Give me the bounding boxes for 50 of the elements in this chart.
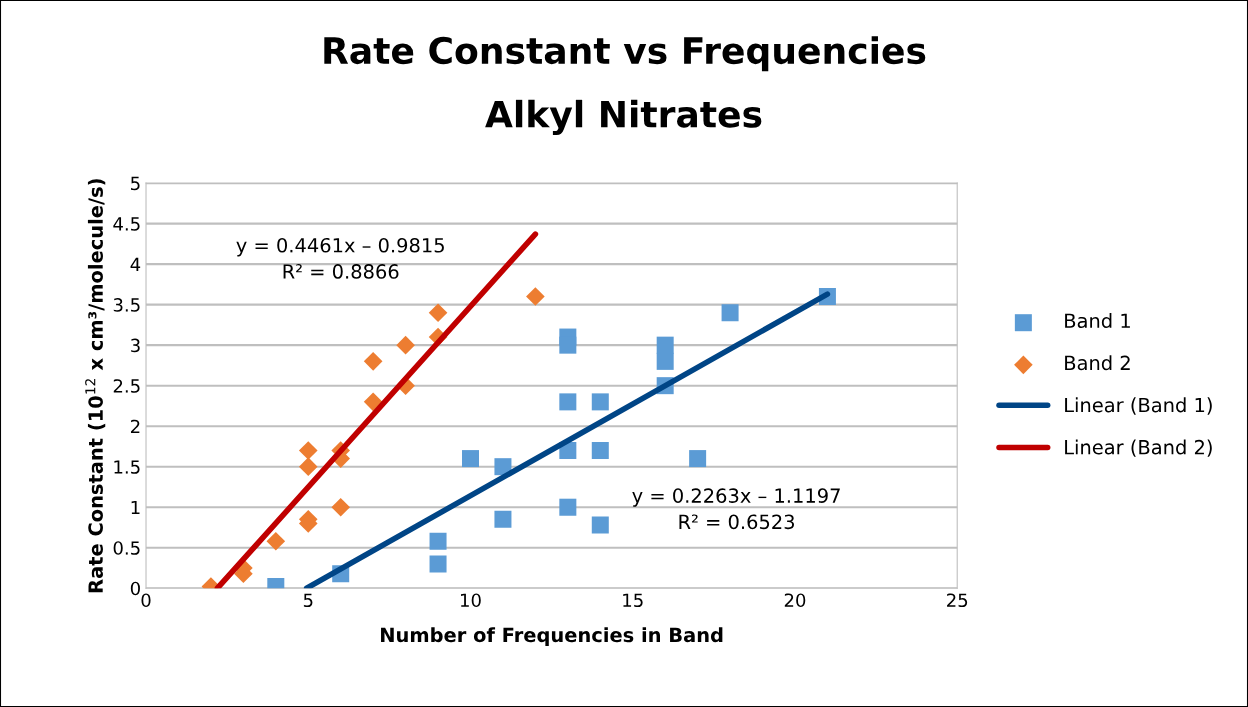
point [689,450,707,468]
x-tick-label: 15 [623,593,643,608]
point [656,352,674,370]
legend-label: Band 1 [1065,313,1130,329]
x-tick-label: 0 [141,593,151,608]
y-tick-label: 0.5 [113,541,140,555]
chart-title: Rate Constant vs Frequencies [324,36,926,72]
y-tick-label: 2 [130,419,140,434]
y-tick-label: 4 [130,257,141,271]
point [461,450,479,468]
y-tick-label: 0 [130,581,140,596]
point [721,304,739,322]
legend-label: Band 2 [1065,355,1130,371]
point [559,393,577,411]
y-axis-title: Rate Constant (10$^{12}$ x cm³/molecule/s) [85,179,106,593]
y-tick-label: 3.5 [113,298,140,312]
chart-subtitle: Alkyl Nitrates [485,99,762,136]
x-tick-label: 5 [303,593,313,608]
point [591,441,609,459]
point [331,497,351,517]
point [559,336,577,354]
point [363,352,383,371]
point [559,498,577,516]
legend-label: Linear (Band 2) [1065,439,1212,457]
y-tick-label: 1 [131,500,140,515]
y-tick-label: 4.5 [113,217,140,231]
y-tick-label: 5 [131,176,140,191]
point [429,555,447,573]
point [526,287,545,306]
point [429,532,447,550]
x-tick-label: 10 [460,593,481,608]
point [298,441,318,460]
point [298,457,318,477]
point [428,303,448,323]
point [494,510,512,528]
point [266,531,286,551]
y-tick-label: 1.5 [114,460,140,474]
y-tick-label: 3 [131,338,140,353]
point [656,336,674,354]
legend-label: Linear (Band 1) [1065,397,1212,415]
point [396,335,415,355]
point [591,393,609,411]
y-tick-label: 2.5 [113,379,140,393]
x-axis-title: Number of Frequencies in Band [381,627,723,647]
x-tick-label: 25 [947,593,968,608]
point [363,392,383,412]
annotation: y = 0.2263x – 1.1197 R² = 0.6523 [632,488,840,530]
x-tick-label: 20 [784,593,806,608]
point [591,516,609,534]
annotation: y = 0.4461x – 0.9815 R² = 0.8866 [236,237,444,279]
